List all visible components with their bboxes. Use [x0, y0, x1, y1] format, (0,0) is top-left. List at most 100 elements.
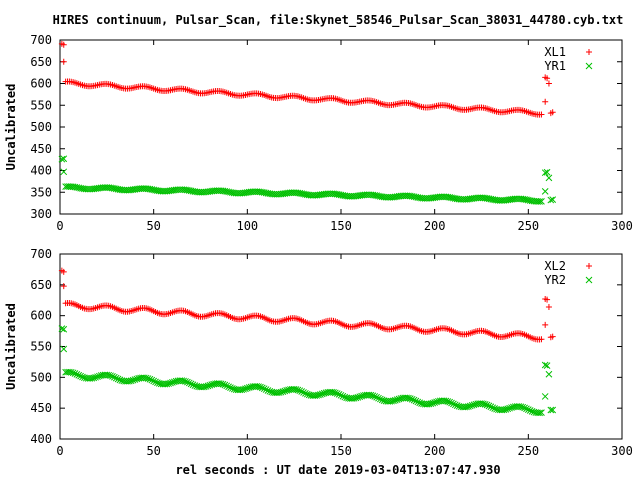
data-point	[352, 394, 360, 402]
y-tick-label: 650	[30, 278, 52, 292]
data-point	[480, 400, 487, 408]
data-point	[393, 396, 401, 403]
data-point	[465, 403, 472, 410]
data-point	[262, 386, 270, 393]
data-point	[73, 370, 81, 378]
data-point	[502, 406, 510, 413]
data-point	[302, 389, 309, 397]
y-tick-label: 600	[30, 77, 52, 91]
data-point	[528, 408, 536, 415]
data-point	[485, 402, 493, 410]
legend-marker	[586, 49, 592, 55]
x-tick-label: 50	[146, 444, 160, 458]
data-point	[169, 379, 176, 386]
data-point	[189, 381, 197, 389]
series-xl2	[58, 267, 556, 343]
data-point	[549, 196, 557, 203]
data-point	[107, 372, 114, 380]
data-point	[491, 405, 498, 412]
data-point	[255, 383, 262, 391]
data-point	[165, 380, 173, 387]
data-point	[228, 385, 236, 392]
data-point	[60, 345, 68, 353]
y-axis-label: Uncalibrated	[4, 84, 18, 171]
data-point	[545, 80, 552, 87]
data-point	[337, 391, 345, 399]
data-point	[300, 389, 307, 396]
data-point	[221, 381, 229, 389]
data-point	[405, 394, 412, 402]
data-point	[60, 155, 68, 163]
data-point	[371, 393, 379, 400]
legend-marker	[585, 62, 593, 70]
data-point	[536, 409, 543, 417]
data-point	[442, 397, 450, 405]
x-tick-label: 250	[517, 219, 539, 233]
data-point	[75, 371, 83, 379]
data-point	[431, 399, 439, 406]
data-point	[519, 403, 527, 411]
data-point	[258, 384, 266, 392]
data-point	[378, 396, 386, 404]
data-point	[317, 391, 324, 398]
data-point	[243, 384, 251, 392]
data-point	[266, 387, 274, 395]
x-tick-label: 200	[424, 219, 446, 233]
data-point	[444, 398, 452, 405]
data-point	[523, 405, 530, 413]
data-point	[315, 391, 322, 399]
data-point	[90, 374, 98, 382]
data-point	[410, 396, 418, 404]
legend-label: XL2	[544, 259, 566, 273]
data-point	[94, 373, 101, 381]
data-point	[281, 387, 289, 395]
series-xl1	[58, 40, 556, 118]
data-point	[292, 386, 300, 393]
series-yr1	[58, 155, 557, 205]
data-point	[390, 397, 397, 405]
data-point	[58, 155, 66, 163]
x-tick-label: 0	[56, 444, 63, 458]
data-point	[427, 400, 435, 407]
data-point	[536, 198, 543, 205]
data-point	[339, 392, 347, 400]
data-point	[180, 377, 187, 385]
data-point	[549, 333, 556, 340]
data-point	[545, 304, 552, 311]
data-point	[225, 383, 232, 391]
data-point	[77, 372, 84, 380]
y-tick-label: 450	[30, 401, 52, 415]
data-point	[279, 388, 287, 395]
x-tick-label: 300	[611, 444, 633, 458]
data-point	[277, 388, 285, 396]
x-tick-label: 150	[330, 219, 352, 233]
data-point	[79, 373, 86, 381]
data-point	[112, 374, 120, 382]
data-point	[296, 387, 304, 395]
data-point	[487, 403, 495, 411]
data-point	[335, 391, 343, 398]
data-point	[184, 378, 191, 386]
data-point	[332, 389, 339, 397]
data-point	[549, 406, 557, 414]
data-point	[191, 382, 199, 389]
data-point	[416, 399, 424, 407]
data-point	[257, 383, 264, 391]
x-tick-label: 150	[330, 444, 352, 458]
data-point	[526, 407, 534, 414]
data-point	[58, 325, 66, 332]
legend-label: XL1	[544, 45, 566, 59]
data-point	[341, 393, 349, 401]
data-point	[373, 393, 380, 401]
data-point	[542, 321, 549, 328]
data-point	[154, 379, 161, 387]
data-point	[185, 379, 193, 387]
data-point	[227, 384, 234, 391]
data-point	[545, 174, 553, 182]
x-tick-label: 200	[424, 444, 446, 458]
data-point	[545, 370, 553, 378]
data-point	[543, 168, 551, 176]
x-tick-label: 100	[236, 219, 258, 233]
y-tick-label: 600	[30, 309, 52, 323]
y-tick-label: 550	[30, 340, 52, 354]
